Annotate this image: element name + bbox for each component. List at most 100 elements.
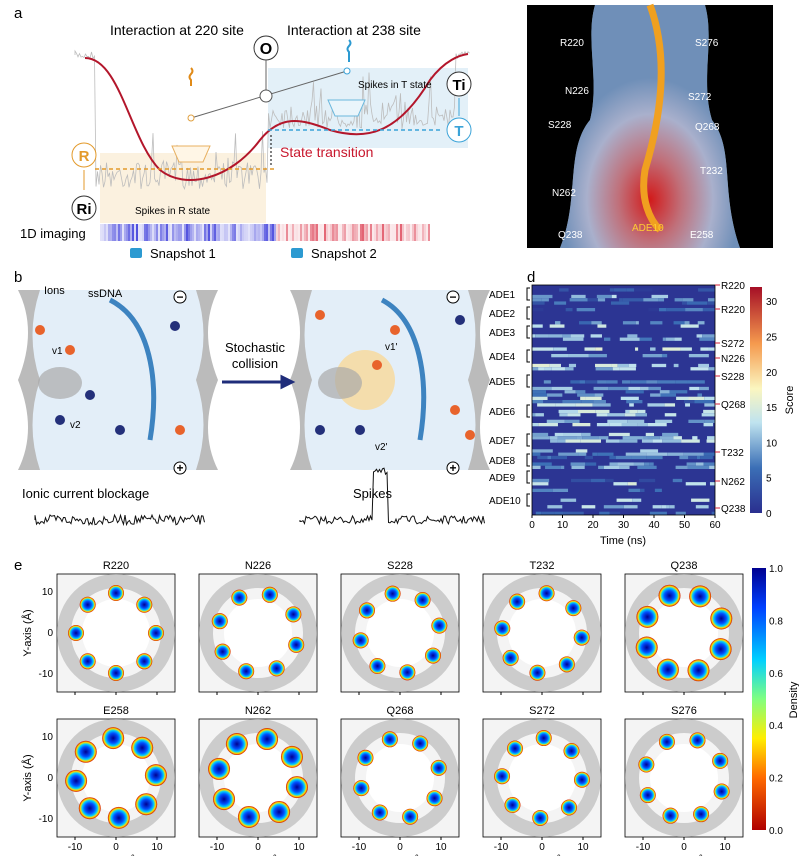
heatmap-cell xyxy=(597,298,606,302)
density-subplot: S272 -10 0 10 X-axis (Å) xyxy=(482,705,602,856)
barcode-line xyxy=(346,224,348,241)
heatmap-cell xyxy=(667,452,684,456)
barcode-line xyxy=(270,224,272,241)
barcode-line xyxy=(418,224,420,241)
x-axis-label: X-axis (Å) xyxy=(660,854,708,856)
barcode-line xyxy=(182,224,184,241)
heatmap-cell xyxy=(587,298,598,302)
heatmap-cell xyxy=(605,478,614,483)
density-colorbar-tick: 0.6 xyxy=(769,669,783,680)
barcode-line xyxy=(282,224,284,241)
heatmap-cell xyxy=(532,308,544,312)
density-spot xyxy=(636,605,659,628)
density-spot xyxy=(658,733,675,750)
barcode-line xyxy=(406,224,408,241)
heatmap-cell xyxy=(582,436,599,440)
barcode-line xyxy=(218,224,220,241)
density-spot xyxy=(693,806,710,823)
panel-label-b: b xyxy=(14,269,22,286)
density-spot xyxy=(268,800,291,823)
heatmap-cell xyxy=(646,452,668,456)
electrode-plus-1: + xyxy=(176,461,183,475)
barcode-line xyxy=(420,224,422,241)
heatmap-cell xyxy=(608,386,629,391)
heatmap-cell xyxy=(613,482,628,486)
density-spot xyxy=(108,585,124,601)
barcode-line xyxy=(168,224,170,241)
heatmap-cell xyxy=(547,505,563,509)
barcode-line xyxy=(386,224,388,241)
heatmap-cell xyxy=(603,505,624,509)
x-tick: 0 xyxy=(539,842,545,853)
heatmap-cell xyxy=(683,400,695,404)
heatmap-cell xyxy=(703,423,714,427)
barcode-line xyxy=(398,224,400,241)
barcode-line xyxy=(338,224,340,241)
barcode-line xyxy=(328,224,330,241)
heatmap-cell xyxy=(543,400,563,404)
barcode-line xyxy=(428,224,430,241)
subplot-title: S228 xyxy=(387,560,413,572)
heatmap-cell xyxy=(651,294,669,299)
barcode-line xyxy=(128,224,130,241)
heatmap-cell xyxy=(563,511,584,515)
heatmap-cell xyxy=(681,439,700,443)
heatmap-cell xyxy=(616,498,633,502)
cation-icon xyxy=(35,325,45,335)
density-spot xyxy=(136,596,153,613)
barcode-line xyxy=(308,224,310,241)
density-spot xyxy=(687,659,710,682)
barcode-line xyxy=(366,224,368,241)
heatmap-cell xyxy=(571,294,586,299)
heatmap-cell xyxy=(592,403,611,407)
heatmap-cell xyxy=(644,462,650,466)
ions-label: Ions xyxy=(44,285,65,297)
x-axis-label: X-axis (Å) xyxy=(92,854,140,856)
heatmap-cell xyxy=(622,380,631,384)
heatmap-cell xyxy=(680,324,699,328)
heatmap-cell xyxy=(645,432,655,437)
density-spot xyxy=(538,585,555,602)
heatmap-cell xyxy=(631,455,647,460)
heatmap-row-label: ADE6 xyxy=(489,407,516,418)
score-colorbar-tick: 30 xyxy=(766,297,778,308)
barcode-line xyxy=(242,224,244,241)
density-spot xyxy=(656,658,679,681)
heatmap-cell xyxy=(547,455,552,460)
x-tick: 10 xyxy=(719,842,731,853)
heatmap-cell xyxy=(697,321,705,325)
heatmap-cell xyxy=(688,455,697,460)
heatmap-cell xyxy=(532,449,553,453)
heatmap-residue-label: T232 xyxy=(721,448,744,459)
heatmap-row-label: ADE7 xyxy=(489,436,516,447)
density-spot xyxy=(261,586,278,603)
heatmap-row-label: ADE10 xyxy=(489,496,521,507)
density-spot xyxy=(712,752,729,769)
heatmap-cell xyxy=(626,288,635,292)
heatmap-x-tick: 40 xyxy=(648,520,660,531)
heatmap-cell xyxy=(557,439,566,443)
barcode-line xyxy=(222,224,224,241)
barcode-line xyxy=(164,224,166,241)
barcode-line xyxy=(284,224,286,241)
heatmap-cell xyxy=(595,409,610,414)
barcode-line xyxy=(142,224,144,241)
heatmap-cell xyxy=(532,334,536,338)
barcode-line xyxy=(294,224,296,241)
heatmap-cell xyxy=(593,386,609,391)
barcode-line xyxy=(334,224,336,241)
heatmap-cell xyxy=(704,403,715,407)
heatmap-cell xyxy=(617,462,634,466)
heatmap-cell xyxy=(688,354,709,358)
density-spot xyxy=(231,589,248,606)
barcode-line xyxy=(250,224,252,241)
density-spot xyxy=(108,665,124,681)
barcode-line xyxy=(116,224,118,241)
blockage-trace xyxy=(34,513,205,527)
barcode-line xyxy=(224,224,226,241)
heatmap-cell xyxy=(675,511,686,515)
density-spot xyxy=(509,593,526,610)
anion-icon xyxy=(115,425,125,435)
heatmap-cell xyxy=(627,419,645,423)
